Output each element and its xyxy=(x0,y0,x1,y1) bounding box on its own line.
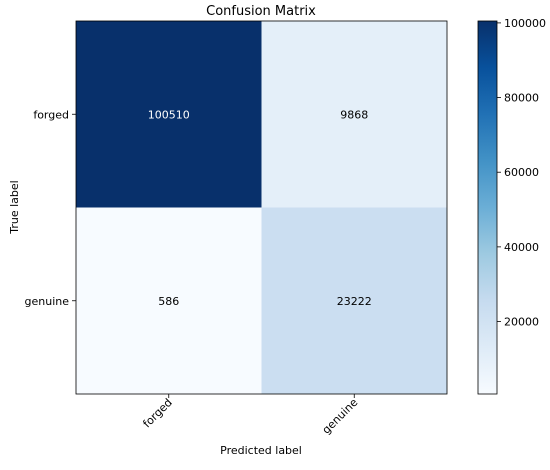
colorbar xyxy=(477,20,498,395)
cell-value-label: 586 xyxy=(158,295,179,308)
cell-value-label: 9868 xyxy=(340,108,368,121)
colorbar-tick-label: 20000 xyxy=(504,316,539,329)
heatmap-cell xyxy=(76,207,262,394)
colorbar-tick-label: 60000 xyxy=(504,166,539,179)
colorbar-tick-label: 80000 xyxy=(504,92,539,105)
heatmap-cell xyxy=(261,21,447,208)
y-tick-label: forged xyxy=(33,108,69,121)
x-axis-ticks: forged genuine xyxy=(140,394,361,437)
heatmap-cell xyxy=(76,21,262,208)
colorbar-ticks: 20000 40000 60000 80000 100000 xyxy=(497,17,546,329)
colorbar-tick-label: 100000 xyxy=(504,17,546,30)
x-tick-label: forged xyxy=(140,396,174,430)
x-tick-label: genuine xyxy=(320,396,361,437)
cell-value-label: 100510 xyxy=(148,108,190,121)
cell-value-label: 23222 xyxy=(337,295,372,308)
heatmap-cell xyxy=(261,207,447,394)
chart-title: Confusion Matrix xyxy=(206,4,316,19)
colorbar-tick-label: 40000 xyxy=(504,241,539,254)
plot-frame xyxy=(75,20,448,395)
y-axis-ticks: forged genuine xyxy=(25,108,76,308)
heatmap-cells: 100510 9868 586 23222 xyxy=(76,21,447,394)
x-axis-label: Predicted label xyxy=(220,444,302,457)
y-axis-label: True label xyxy=(8,180,21,234)
y-tick-label: genuine xyxy=(25,295,70,308)
